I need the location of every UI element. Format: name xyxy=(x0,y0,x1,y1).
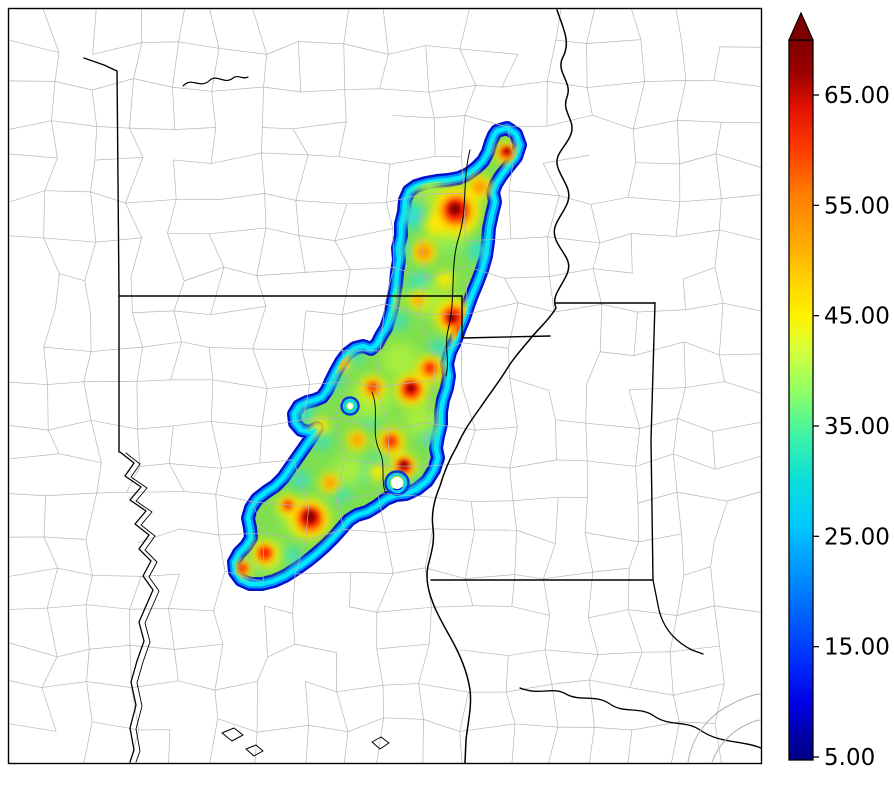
county-grid xyxy=(8,8,762,764)
state-border-bootheel xyxy=(461,295,551,339)
bayou-river xyxy=(371,391,387,495)
st-francis-river xyxy=(445,149,471,377)
colorbar-tick-label: 5.00 xyxy=(824,745,875,771)
region-hole-center-0 xyxy=(391,477,403,489)
red-river-line-1 xyxy=(119,451,154,763)
colorbar-tick-label: 35.00 xyxy=(824,414,890,440)
colorbar-tick-label: 25.00 xyxy=(824,524,890,550)
islet-3 xyxy=(371,736,390,750)
region-hole-center-1 xyxy=(347,403,353,409)
colorbar: 65.00 55.00 45.00 35.00 25.00 15.00 5.00 xyxy=(788,11,890,771)
missouri-river-squiggle xyxy=(182,75,249,87)
offshore-water-contours xyxy=(687,693,762,763)
colorbar-extend-arrow xyxy=(788,11,814,41)
heatmap-region xyxy=(234,128,520,584)
state-border-la-se xyxy=(652,579,704,655)
colorbar-tick-label: 15.00 xyxy=(824,635,890,661)
water-contour-1 xyxy=(687,693,762,763)
gulf-coastline xyxy=(519,687,762,749)
hotspot-layer xyxy=(234,142,517,578)
colorbar-bar xyxy=(788,39,814,761)
state-borders xyxy=(83,9,762,764)
region-hole-outer-1 xyxy=(340,396,360,416)
red-river-line-2 xyxy=(125,452,160,763)
state-border-ms-east xyxy=(650,302,656,581)
water-contour-2 xyxy=(711,719,762,763)
region-hole-ring-1 xyxy=(343,399,357,413)
map-frame xyxy=(7,7,763,765)
colorbar-tick-label: 45.00 xyxy=(824,304,890,330)
colorbar-tick-label: 65.00 xyxy=(824,83,890,109)
islet-2 xyxy=(245,744,264,757)
islet-1 xyxy=(221,727,244,742)
colorbar-tick-label: 55.00 xyxy=(824,193,890,219)
mississippi-river xyxy=(426,9,573,764)
state-border-west xyxy=(83,57,120,453)
region-hole-ring-0 xyxy=(387,473,407,493)
